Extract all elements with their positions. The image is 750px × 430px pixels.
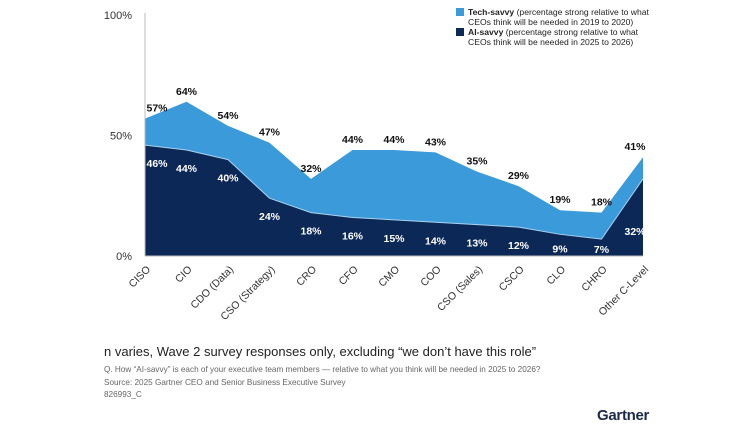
legend-item-ai-savvy: AI-savvy (percentage strong relative to … [456,27,649,47]
x-category-label: CFO [336,264,360,288]
legend-item-tech-savvy: Tech-savvy (percentage strong relative t… [456,7,649,27]
data-label-ai: 32% [624,226,646,238]
data-label-ai: 46% [146,158,168,170]
data-label-tech: 35% [466,156,488,168]
x-category-label: COO [418,264,443,289]
series-boundary-line [144,144,644,240]
data-label-ai: 24% [259,211,281,223]
data-label-tech: 32% [300,163,322,175]
data-label-tech: 44% [342,134,364,146]
x-category-label: CRO [294,264,319,289]
data-label-tech: 18% [591,197,613,209]
data-label-ai: 14% [425,235,447,247]
data-label-ai: 9% [552,243,568,255]
figure-id: 826993_C [104,390,142,399]
footnote: n varies, Wave 2 survey responses only, … [104,344,537,359]
data-label-ai: 7% [594,244,610,256]
data-label-tech: 54% [217,110,239,122]
x-category-label: CHRO [579,264,609,294]
data-label-ai: 18% [300,226,322,238]
legend-desc-tech-2: CEOs think will be needed in 2019 to 202… [468,17,634,27]
data-label-ai: 15% [383,233,405,245]
data-label-tech: 44% [383,134,405,146]
x-category-label: CSCO [497,264,527,294]
source: Source: 2025 Gartner CEO and Senior Busi… [104,377,346,387]
data-label-tech: 43% [425,136,447,148]
x-category-label: CISO [126,264,153,291]
data-label-ai: 40% [217,173,239,185]
data-label-ai: 16% [342,230,364,242]
data-label-tech: 41% [624,141,646,153]
y-tick-label: 100% [104,10,132,22]
legend-desc-tech-1: (percentage strong relative to what [514,7,649,17]
y-tick-label: 0% [116,251,132,263]
data-label-tech: 64% [176,86,198,98]
legend-label-ai: AI-savvy [468,27,504,37]
x-category-label: CMO [376,264,402,290]
legend-desc-ai-2: CEOs think will be needed in 2025 to 202… [468,37,634,47]
data-label-ai: 44% [176,163,198,175]
data-label-tech: 19% [549,194,571,206]
data-label-ai: 12% [508,240,530,252]
x-category-label: CIO [173,264,195,286]
data-label-tech: 29% [508,170,530,182]
legend-swatch-ai [456,28,464,36]
gartner-logo: Gartner [597,407,650,424]
legend-label-tech: Tech-savvy [468,7,515,17]
data-label-tech: 47% [259,127,281,139]
y-tick-label: 50% [110,131,132,143]
legend-swatch-tech [456,8,464,16]
x-category-label: CLO [544,264,568,288]
area-ai-savvy [145,145,643,256]
data-label-tech: 57% [146,103,168,115]
legend: Tech-savvy (percentage strong relative t… [456,7,649,47]
data-label-ai: 13% [466,238,488,250]
notes: Q. How “AI-savvy” is each of your execut… [104,364,540,402]
legend-desc-ai-1: (percentage strong relative to what [503,27,639,37]
survey-question: Q. How “AI-savvy” is each of your execut… [104,365,541,374]
